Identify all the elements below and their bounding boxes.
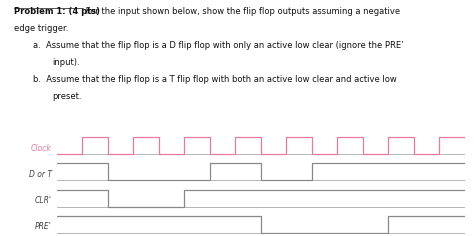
Text: Problem 1: (4 pts): Problem 1: (4 pts) [14, 7, 100, 16]
Text: input).: input). [52, 58, 80, 67]
Text: CLR': CLR' [35, 196, 52, 205]
Text: PRE': PRE' [35, 223, 52, 232]
Text: Clock: Clock [31, 143, 52, 153]
Text: edge trigger.: edge trigger. [14, 24, 69, 33]
Text: preset.: preset. [52, 92, 82, 101]
Text: a.  Assume that the flip flop is a D flip flop with only an active low clear (ig: a. Assume that the flip flop is a D flip… [33, 41, 404, 50]
Text: D or T: D or T [29, 170, 52, 179]
Text: b.  Assume that the flip flop is a T flip flop with both an active low clear and: b. Assume that the flip flop is a T flip… [33, 75, 397, 84]
Text: For the input shown below, show the flip flop outputs assuming a negative: For the input shown below, show the flip… [83, 7, 400, 16]
